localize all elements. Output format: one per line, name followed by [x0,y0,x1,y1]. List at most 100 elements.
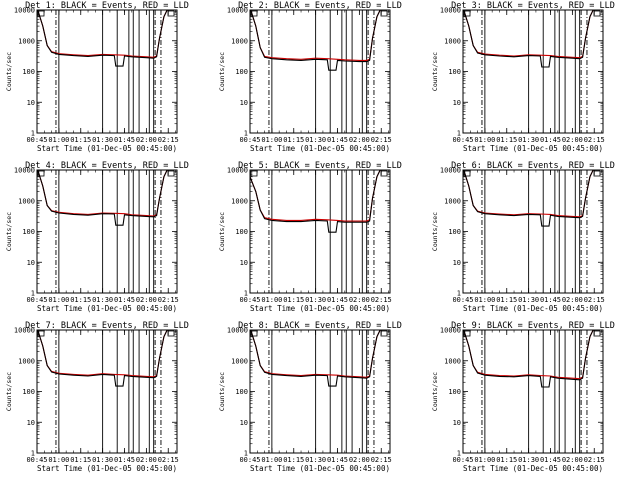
x-tick-label: 01:30 [92,296,113,304]
x-axis-label: Start Time (01-Dec-05 00:45:00) [37,464,177,473]
x-axis-label: Start Time (01-Dec-05 00:45:00) [250,304,390,313]
y-axis-label: Counts/sec [5,52,13,91]
plot-frame [462,169,604,294]
events-series-line [37,170,168,226]
plot-frame [249,169,391,294]
x-tick-label: 02:00 [136,136,157,144]
x-tick-label: 01:15 [496,296,517,304]
x-tick-label: 01:15 [70,456,91,464]
chart-panel-3: Det 3: BLACK = Events, RED = LLD 1 10 100 10… [431,1,615,153]
x-tick-label: 01:45 [114,456,135,464]
panel-title: Det 1: BLACK = Events, RED = LLD [25,1,189,11]
x-tick-label: 01:00 [48,296,69,304]
x-tick-label: 00:45 [452,456,473,464]
events-series-line [37,330,168,387]
x-tick-label: 01:30 [92,456,113,464]
y-tick-label: 1 [457,450,461,458]
y-tick-label: 10 [453,259,461,267]
y-tick-label: 1000 [18,197,35,205]
x-axis-label: Start Time (01-Dec-05 00:45:00) [37,144,177,153]
range-marker-right [593,10,601,17]
x-tick-label: 02:15 [158,456,179,464]
x-axis-label: Start Time (01-Dec-05 00:45:00) [463,144,603,153]
y-tick-label: 100 [448,228,461,236]
plot-frame [36,9,178,134]
range-marker-left [250,330,258,337]
range-marker-right [167,10,175,17]
panel-title: Det 4: BLACK = Events, RED = LLD [25,161,189,171]
x-tick-label: 00:45 [452,136,473,144]
range-marker-left [463,10,471,17]
x-tick-label: 01:00 [474,136,495,144]
range-marker-right [167,170,175,177]
x-tick-label: 02:15 [371,136,392,144]
range-marker-left [37,10,45,17]
chart-panel-5: Det 5: BLACK = Events, RED = LLD 1 10 100 10… [218,161,402,313]
x-tick-label: 00:45 [452,296,473,304]
x-tick-label: 01:00 [474,296,495,304]
y-tick-label: 10 [240,419,248,427]
x-tick-label: 01:00 [261,456,282,464]
x-tick-label: 01:45 [540,136,561,144]
y-tick-label: 100 [235,388,248,396]
chart-panel-1: Det 1: BLACK = Events, RED = LLD 1 10 100 10… [5,1,189,153]
x-tick-label: 00:45 [239,296,260,304]
y-tick-label: 1000 [444,357,461,365]
y-tick-label: 1 [31,290,35,298]
y-tick-label: 1 [31,450,35,458]
x-tick-label: 01:15 [496,456,517,464]
y-tick-label: 100 [22,388,35,396]
x-tick-label: 01:15 [70,136,91,144]
x-tick-label: 00:45 [26,456,47,464]
events-series-line [463,330,594,388]
y-tick-label: 1 [457,130,461,138]
x-tick-label: 02:00 [562,136,583,144]
x-tick-label: 01:00 [261,136,282,144]
y-axis-label: Counts/sec [5,372,13,411]
x-tick-label: 01:15 [70,296,91,304]
x-tick-label: 02:00 [349,456,370,464]
x-tick-label: 01:30 [305,296,326,304]
x-tick-label: 01:45 [327,456,348,464]
plot-frame [462,9,604,134]
y-tick-label: 1 [244,450,248,458]
x-tick-label: 01:45 [540,456,561,464]
chart-panel-6: Det 6: BLACK = Events, RED = LLD 1 10 100 10… [431,161,615,313]
y-tick-label: 10 [27,99,35,107]
x-tick-label: 01:30 [305,136,326,144]
x-tick-label: 02:15 [158,136,179,144]
y-tick-label: 10000 [227,7,248,15]
chart-panel-4: Det 4: BLACK = Events, RED = LLD 1 10 100 10… [5,161,189,313]
y-tick-label: 100 [22,228,35,236]
y-tick-label: 10 [240,259,248,267]
chart-panel-8: Det 8: BLACK = Events, RED = LLD 1 10 100 10… [218,321,402,473]
x-tick-label: 01:00 [261,296,282,304]
plot-frame [462,329,604,454]
range-marker-left [463,170,471,177]
x-tick-label: 01:00 [474,456,495,464]
x-tick-label: 02:15 [371,456,392,464]
plot-frame [36,169,178,294]
x-tick-label: 01:15 [283,136,304,144]
x-tick-label: 01:15 [496,136,517,144]
x-axis-label: Start Time (01-Dec-05 00:45:00) [250,144,390,153]
y-tick-label: 10 [453,99,461,107]
x-tick-label: 01:45 [114,136,135,144]
events-series-line [463,170,594,227]
y-tick-label: 1 [457,290,461,298]
x-tick-label: 01:30 [518,296,539,304]
y-tick-label: 10 [240,99,248,107]
x-axis-label: Start Time (01-Dec-05 00:45:00) [250,464,390,473]
range-marker-right [593,170,601,177]
range-marker-right [167,330,175,337]
events-series-line [250,170,381,233]
y-tick-label: 10000 [440,167,461,175]
x-tick-label: 01:30 [518,136,539,144]
y-tick-label: 100 [22,68,35,76]
y-axis-label: Counts/sec [218,52,226,91]
chart-panel-9: Det 9: BLACK = Events, RED = LLD 1 10 100 10… [431,321,615,473]
x-tick-label: 02:00 [136,296,157,304]
range-marker-right [380,330,388,337]
x-tick-label: 02:00 [562,456,583,464]
y-axis-label: Counts/sec [218,372,226,411]
